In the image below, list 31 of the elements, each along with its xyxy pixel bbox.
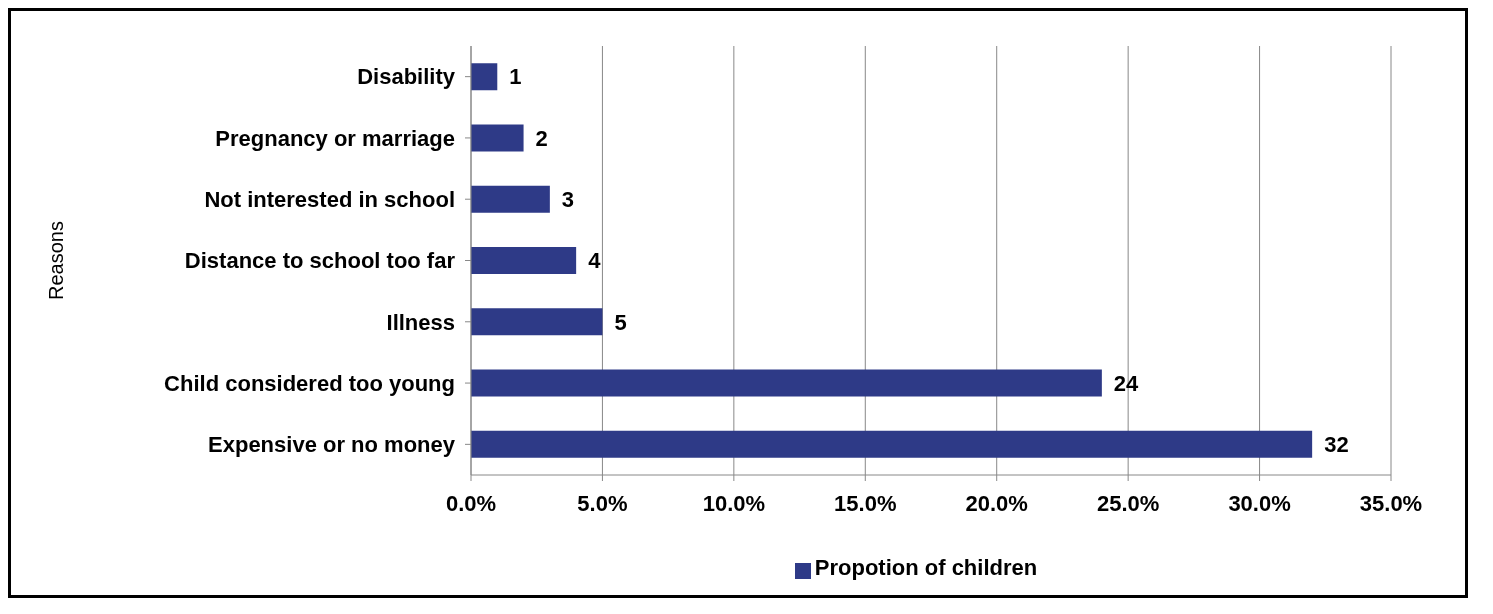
data-label: 3 <box>561 187 575 213</box>
x-tick-label: 0.0% <box>445 490 497 516</box>
y-axis-title: Reasons <box>45 221 68 300</box>
x-tick-label: 10.0% <box>702 490 766 516</box>
bar <box>471 308 603 336</box>
bar <box>471 430 1313 458</box>
data-label: 5 <box>614 309 627 335</box>
bar <box>471 247 577 275</box>
y-tick-label: Child considered too young <box>164 370 455 396</box>
bar <box>471 185 550 213</box>
x-tick-label: 35.0% <box>1359 490 1423 516</box>
x-tick-label: 15.0% <box>834 490 897 516</box>
bar <box>471 369 1102 397</box>
bar <box>471 124 524 152</box>
y-tick-label: Illness <box>386 309 455 335</box>
data-label: 4 <box>588 248 602 274</box>
y-tick-label: Distance to school too far <box>184 248 456 274</box>
y-tick-label: Pregnancy or marriage <box>215 125 455 151</box>
x-tick-label: 30.0% <box>1228 490 1291 516</box>
x-tick-label: 5.0% <box>577 490 628 516</box>
x-tick-label: 20.0% <box>965 490 1028 516</box>
data-label: 32 <box>1324 432 1349 458</box>
bar <box>471 63 498 91</box>
data-label: 2 <box>535 125 548 151</box>
data-label: 1 <box>509 64 522 90</box>
legend-label: Propotion of children <box>814 555 1038 580</box>
y-tick-label: Disability <box>357 64 456 90</box>
data-label: 24 <box>1113 370 1140 396</box>
x-tick-label: 25.0% <box>1096 490 1160 516</box>
y-tick-label: Expensive or no money <box>208 432 456 458</box>
y-tick-label: Not interested in school <box>204 187 455 213</box>
